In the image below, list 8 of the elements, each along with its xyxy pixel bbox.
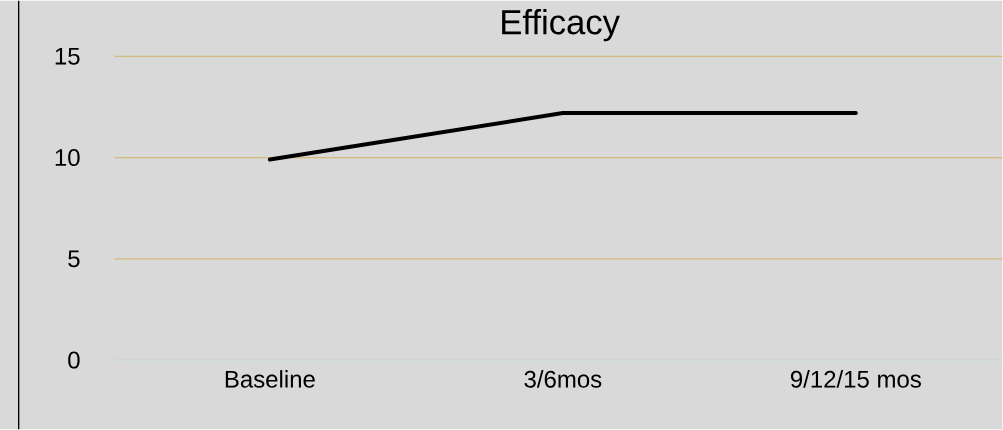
y-tick-label: 10 bbox=[55, 149, 80, 167]
y-tick-label: 5 bbox=[68, 250, 80, 268]
x-tick-label: Baseline bbox=[225, 370, 315, 388]
x-tick-label: 3/6mos bbox=[524, 370, 602, 388]
y-tick-label: 15 bbox=[55, 47, 80, 65]
chart-title: Efficacy bbox=[502, 9, 620, 42]
y-tick-label: 0 bbox=[68, 351, 80, 369]
x-tick-label: 9/12/15 mos bbox=[790, 370, 921, 388]
